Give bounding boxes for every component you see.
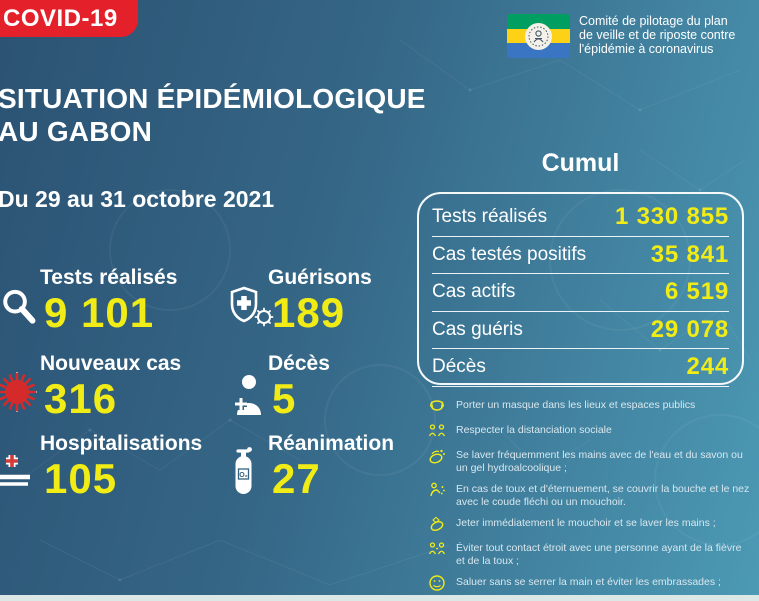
gabon-seal-icon: [525, 22, 552, 50]
stat-nouveaux-cas: Nouveaux cas 316: [0, 352, 181, 422]
cumul-row-label: Cas actifs: [432, 281, 516, 303]
stat-label: Nouveaux cas: [40, 352, 182, 375]
cumul-row-value: 1 330 855: [615, 203, 729, 231]
cumul-row-value: 244: [686, 353, 729, 381]
committee-name-line1: Comité de pilotage du plan: [579, 14, 728, 29]
guideline-item: Se laver fréquemment les mains avec de l…: [428, 449, 750, 474]
flag-stripe-blue: [507, 43, 570, 58]
bottom-strip: [0, 595, 759, 601]
cumul-row-gueris: Cas guéris 29 078: [432, 312, 729, 349]
stat-label: Guérisons: [268, 266, 372, 289]
cumul-row-tests: Tests réalisés 1 330 855: [432, 199, 729, 237]
cumul-title: Cumul: [541, 149, 620, 177]
prevention-guidelines: Porter un masque dans les lieux et espac…: [428, 399, 750, 601]
cumul-row-actifs: Cas actifs 6 519: [432, 274, 729, 312]
no-handshake-icon: [429, 575, 445, 591]
stat-value: 189: [272, 289, 346, 336]
stat-label: Hospitalisations: [40, 432, 203, 455]
guideline-text: Se laver fréquemment les mains avec de l…: [456, 449, 743, 474]
cumul-row-label: Tests réalisés: [432, 206, 548, 228]
cumul-row-deces: Décès 244: [432, 349, 729, 387]
page-title: SITUATION ÉPIDÉMIOLOGIQUE AU GABON: [0, 82, 426, 148]
reporting-period: Du 29 au 31 octobre 2021: [0, 186, 275, 212]
magnifier-icon: [0, 287, 38, 334]
stat-value: 27: [272, 455, 321, 502]
cumul-row-value: 6 519: [664, 278, 729, 306]
stat-tests-realises: Tests réalisés 9 101: [0, 266, 177, 336]
avoid-contact-icon: [428, 542, 446, 555]
social-distance-icon: [428, 424, 446, 437]
cumul-row-label: Cas testés positifs: [432, 243, 587, 265]
stat-hospitalisations: Hospitalisations 105: [0, 432, 202, 502]
page-title-line2: AU GABON: [0, 116, 153, 147]
guideline-text: Jeter immédiatement le mouchoir et se la…: [456, 517, 716, 529]
oxygen-tank-icon: O₂: [232, 445, 256, 500]
stat-guerisons: Guérisons 189: [228, 266, 372, 336]
cough-elbow-icon: [430, 482, 445, 497]
committee-name-line3: l'épidémie à coronavirus: [579, 41, 714, 56]
stat-reanimation: O₂ Réanimation 27: [228, 432, 394, 502]
guideline-text: Saluer sans se serrer la main et éviter …: [456, 576, 721, 588]
guideline-item: Porter un masque dans les lieux et espac…: [428, 399, 750, 415]
tissue-hand-icon: [430, 516, 444, 531]
cumul-row-label: Cas guéris: [432, 318, 523, 340]
stat-value: 9 101: [44, 289, 155, 336]
guideline-text: Éviter tout contact étroit avec une pers…: [456, 542, 742, 567]
person-cross-icon: [228, 373, 266, 420]
guideline-item: En cas de toux et d'éternuement, se couv…: [428, 482, 750, 508]
covid-19-badge-label: COVID-19: [3, 4, 118, 32]
committee-logo-block: Comité de pilotage du plan de veille et …: [507, 14, 735, 58]
cumul-row-value: 29 078: [650, 315, 729, 343]
guideline-text: En cas de toux et d'éternuement, se couv…: [456, 483, 750, 508]
committee-name: Comité de pilotage du plan de veille et …: [579, 14, 736, 56]
stat-deces: Décès 5: [228, 352, 330, 422]
stat-label: Tests réalisés: [40, 266, 178, 289]
guideline-item: Éviter tout contact étroit avec une pers…: [428, 542, 750, 567]
guideline-item: Saluer sans se serrer la main et éviter …: [428, 575, 750, 592]
covid-19-badge: COVID-19: [0, 0, 138, 37]
cumul-row-label: Décès: [432, 356, 486, 378]
stat-label: Réanimation: [268, 432, 395, 455]
virus-icon: [0, 369, 40, 420]
guideline-item: Jeter immédiatement le mouchoir et se la…: [428, 516, 750, 533]
shield-cross-virus-icon: [228, 285, 274, 334]
cumul-table: Tests réalisés 1 330 855 Cas testés posi…: [417, 192, 744, 387]
cumul-row-value: 35 841: [650, 240, 729, 268]
stat-label: Décès: [268, 352, 330, 375]
page-title-line1: SITUATION ÉPIDÉMIOLOGIQUE: [0, 83, 426, 114]
mask-icon: [429, 400, 445, 411]
svg-text:O₂: O₂: [239, 472, 248, 479]
guideline-text: Porter un masque dans les lieux et espac…: [456, 399, 696, 411]
committee-name-line2: de veille et de riposte contre: [579, 28, 736, 43]
guideline-item: Respecter la distanciation sociale: [428, 424, 750, 440]
stat-value: 5: [272, 375, 297, 422]
stat-value: 105: [44, 455, 118, 502]
flag-stripe-green: [507, 14, 570, 29]
stat-value: 316: [44, 375, 118, 422]
gabon-flag-icon: [507, 14, 570, 58]
cumul-row-positifs: Cas testés positifs 35 841: [432, 237, 729, 274]
guideline-text: Respecter la distanciation sociale: [456, 424, 612, 436]
hospital-bed-icon: [0, 451, 32, 500]
hand-wash-icon: [429, 449, 445, 464]
